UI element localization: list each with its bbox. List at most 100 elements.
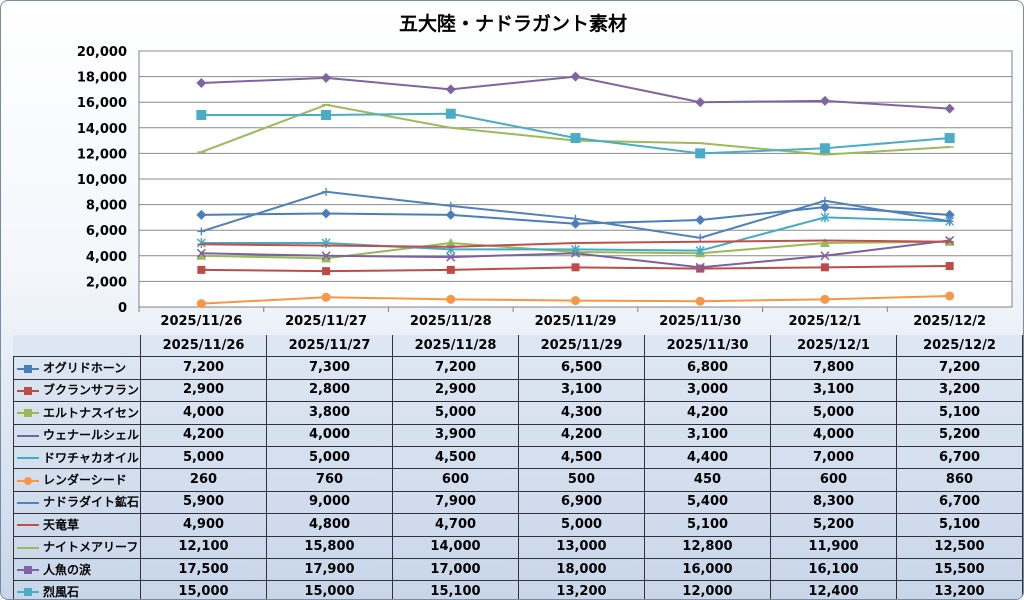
table-cell: 13,200 xyxy=(518,580,645,599)
table-cell: 760 xyxy=(266,468,393,492)
table-cell: 12,000 xyxy=(644,580,771,599)
table-cell: 3,100 xyxy=(644,423,771,447)
legend-label: ドワチャカオイル xyxy=(43,450,139,465)
table-cell: 5,100 xyxy=(896,513,1023,537)
data-point-4-5 xyxy=(820,212,830,223)
data-point-9-2 xyxy=(445,84,456,95)
table-cell: 4,000 xyxy=(770,423,897,447)
y-tick-label: 8,000 xyxy=(86,199,127,214)
data-point-2-0 xyxy=(196,250,207,260)
table-column-header: 2025/11/27 xyxy=(266,335,393,358)
table-cell: 4,500 xyxy=(392,445,519,470)
table-cell: 2,900 xyxy=(140,378,267,403)
legend-label: エルトナスイセン xyxy=(43,405,140,420)
table-cell: 15,100 xyxy=(392,580,519,599)
legend-label: ナイトメアリーフ xyxy=(43,540,139,555)
data-point-5-1 xyxy=(321,292,331,302)
x-tick-label: 2025/11/29 xyxy=(535,314,617,329)
legend-entry: ドワチャカオイル xyxy=(13,445,141,470)
table-row: ナドラダイト鉱石 5,900 9,000 7,900 6,900 5,400 8,300 6,… xyxy=(13,490,1023,515)
table-cell: 16,100 xyxy=(770,557,897,582)
table-cell: 4,900 xyxy=(140,513,267,537)
table-cell: 5,000 xyxy=(140,445,267,470)
legend-key-icon xyxy=(17,386,39,395)
table-cell: 7,000 xyxy=(770,445,897,470)
data-point-6-3 xyxy=(571,214,580,223)
data-point-5-2 xyxy=(446,294,456,304)
data-point-5-6 xyxy=(945,291,955,301)
legend-key-icon xyxy=(17,566,39,575)
table-cell: 13,000 xyxy=(518,535,645,559)
legend-entry: ウェナールシェル xyxy=(13,423,141,447)
data-point-5-4 xyxy=(695,296,705,306)
table-cell: 860 xyxy=(896,468,1023,492)
data-point-10-4 xyxy=(695,148,706,159)
table-row: レンダーシード 260 760 600 500 450 600 860 xyxy=(13,468,1023,492)
data-point-0-0 xyxy=(196,209,207,220)
table-cell: 3,200 xyxy=(896,378,1023,403)
data-point-10-5 xyxy=(819,143,830,154)
table-cell: 6,700 xyxy=(896,445,1023,470)
legend-label: オグリドホーン xyxy=(43,361,127,376)
data-point-6-0 xyxy=(197,227,206,236)
table-cell: 15,800 xyxy=(266,535,393,559)
x-tick-label: 2025/11/28 xyxy=(410,314,492,329)
data-point-0-3 xyxy=(570,218,581,229)
data-point-4-0 xyxy=(196,238,206,248)
legend-label: レンダーシード xyxy=(43,473,127,488)
y-tick-label: 20,000 xyxy=(77,45,127,60)
data-point-6-4 xyxy=(696,233,705,242)
table-cell: 14,000 xyxy=(392,535,519,559)
table-cell: 4,700 xyxy=(392,513,519,537)
y-tick-label: 10,000 xyxy=(77,173,127,188)
table-cell: 5,100 xyxy=(896,401,1023,425)
legend-key-icon xyxy=(17,546,39,549)
table-cell: 12,100 xyxy=(140,535,267,559)
y-tick-label: 2,000 xyxy=(86,275,127,290)
table-cell: 5,000 xyxy=(770,401,897,425)
y-tick-label: 0 xyxy=(118,301,127,316)
x-tick-label: 2025/11/27 xyxy=(285,314,367,329)
legend-entry: 天竜草 xyxy=(13,513,141,537)
table-column-header: 2025/11/28 xyxy=(392,335,519,358)
table-cell: 3,000 xyxy=(644,378,771,403)
table-cell: 15,000 xyxy=(140,580,267,599)
table-cell: 5,200 xyxy=(770,513,897,537)
y-tick-label: 16,000 xyxy=(77,96,127,111)
data-point-9-0 xyxy=(196,78,207,88)
table-cell: 8,300 xyxy=(770,490,897,515)
table-cell: 600 xyxy=(770,468,897,492)
data-point-1-6 xyxy=(945,262,954,271)
table-column-header: 2025/11/30 xyxy=(644,335,771,358)
data-table: 2025/11/26 2025/11/27 2025/11/28 2025/11/29… xyxy=(13,335,1023,599)
table-cell: 11,900 xyxy=(770,535,897,559)
table-column-header: 2025/11/26 xyxy=(140,335,267,358)
table-column-header: 2025/12/2 xyxy=(896,335,1023,358)
table-column-header: 2025/12/1 xyxy=(770,335,897,358)
table-cell: 12,400 xyxy=(770,580,897,599)
data-point-0-2 xyxy=(445,209,456,220)
data-point-4-3 xyxy=(570,244,581,255)
legend-entry: 人魚の涙 xyxy=(13,557,141,582)
table-cell: 4,000 xyxy=(140,401,267,425)
legend-key-icon xyxy=(17,434,39,437)
legend-entry: オグリドホーン xyxy=(13,356,141,380)
legend-label: 烈風石 xyxy=(43,584,80,599)
table-cell: 4,800 xyxy=(266,513,393,537)
legend-entry: ナイトメアリーフ xyxy=(13,535,141,559)
table-cell: 5,000 xyxy=(392,401,519,425)
table-cell: 15,000 xyxy=(266,580,393,599)
data-point-2-2 xyxy=(445,238,456,247)
table-cell: 5,000 xyxy=(266,445,393,470)
data-point-9-6 xyxy=(944,103,955,114)
data-point-5-3 xyxy=(571,296,580,306)
x-tick-label: 2025/11/30 xyxy=(659,314,741,329)
data-point-6-5 xyxy=(820,196,829,205)
table-cell: 3,900 xyxy=(392,423,519,447)
data-point-10-0 xyxy=(196,110,207,120)
data-point-1-2 xyxy=(446,265,455,274)
table-row: 天竜草 4,900 4,800 4,700 5,000 5,100 5,200 5,100 xyxy=(13,513,1023,537)
table-cell: 12,800 xyxy=(644,535,771,559)
data-point-3-2 xyxy=(446,252,456,262)
table-cell: 7,200 xyxy=(140,356,267,380)
